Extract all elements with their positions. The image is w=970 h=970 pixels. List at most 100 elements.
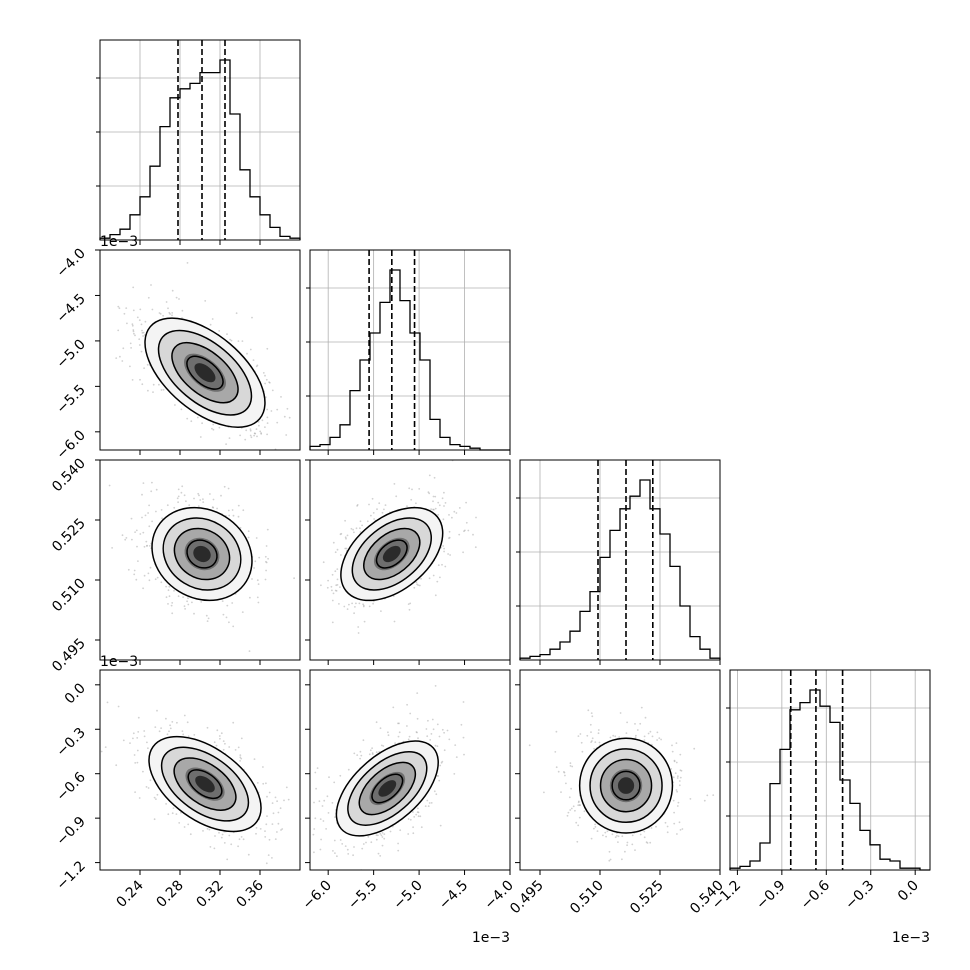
contour-line-2 [363,527,421,581]
sample-point [448,738,451,741]
sample-point [569,809,572,811]
sample-point [276,800,278,803]
sample-point [626,721,628,724]
scatter-panel-0-1 [99,249,301,456]
sample-point [312,833,315,836]
contour-line-2 [173,527,231,581]
density-level-4 [194,363,216,383]
sample-point [258,556,261,559]
density-level-4 [195,775,215,793]
sample-point [594,741,597,743]
sample-point [570,807,573,810]
sample-point [577,735,580,737]
sample-point [639,833,642,836]
sample-point [341,843,344,845]
sample-point [564,774,566,777]
sample-point [254,454,256,456]
sample-point [265,569,267,572]
x-tick-label: 0.28 [153,878,186,911]
sample-point [673,760,676,763]
sample-point [368,605,371,608]
sample-point [227,509,230,512]
sample-point [212,428,215,431]
sample-point [443,550,445,553]
sample-point [302,829,304,831]
sample-point [619,712,622,714]
sample-point [316,767,319,769]
sample-point [689,798,692,800]
sample-point [557,770,560,773]
sample-point [159,313,162,315]
sample-point [361,847,364,850]
sample-point [379,855,382,857]
sample-point [132,309,135,312]
sample-point [408,608,411,611]
sample-point [427,805,430,807]
sample-point [380,744,383,747]
sample-point [264,578,267,581]
sample-point [264,830,266,832]
sample-point [378,502,381,505]
sample-point [325,828,327,830]
sample-point [407,603,410,605]
sample-point [594,826,597,828]
sample-point [591,715,594,718]
sample-point [462,701,465,703]
sample-point [368,503,370,506]
sample-point [677,775,679,778]
sample-point [124,538,127,541]
sample-point [606,830,609,833]
sample-point [383,837,386,840]
sample-point [429,739,432,741]
sample-point [220,494,222,497]
sample-point [656,731,659,734]
x-tick-label: 0.36 [233,877,266,910]
sample-point [244,438,247,441]
contour-line-3 [186,355,224,390]
sample-point [137,560,139,562]
sample-point [255,537,258,539]
sample-point [130,347,133,349]
sample-point [214,835,216,837]
sample-point [593,747,595,750]
sample-point [266,416,269,419]
sample-point [631,834,634,837]
sample-point [626,844,628,847]
sample-point [255,832,257,835]
sample-point [555,730,558,733]
sample-point [579,733,582,735]
sample-point [327,812,330,814]
sample-point [676,777,679,779]
sample-point [131,538,133,541]
sample-point [672,799,675,802]
sample-point [399,829,402,832]
sample-point [211,318,214,320]
sample-point [462,736,465,739]
sample-point [106,701,109,704]
sample-point [644,716,647,719]
sample-point [160,581,163,584]
sample-point [253,758,256,760]
sample-point [168,595,171,598]
sample-point [320,838,322,841]
sample-point [183,605,186,608]
sample-point [319,848,322,851]
sample-point [123,312,126,315]
sample-point [140,350,143,353]
x-tick-label: −5.0 [391,878,426,913]
sample-point [202,501,205,503]
sample-point [636,729,639,731]
sample-point [678,784,681,787]
sample-point [362,739,365,742]
sample-point [268,381,270,383]
panel-frame [309,459,511,661]
sample-point [571,765,574,768]
sample-point [256,435,258,438]
sample-point [245,429,248,432]
sample-point [434,495,437,498]
sample-point [640,706,643,709]
sample-point [264,374,266,377]
sample-point [239,760,242,762]
sample-point [139,378,141,381]
sample-point [200,601,203,603]
